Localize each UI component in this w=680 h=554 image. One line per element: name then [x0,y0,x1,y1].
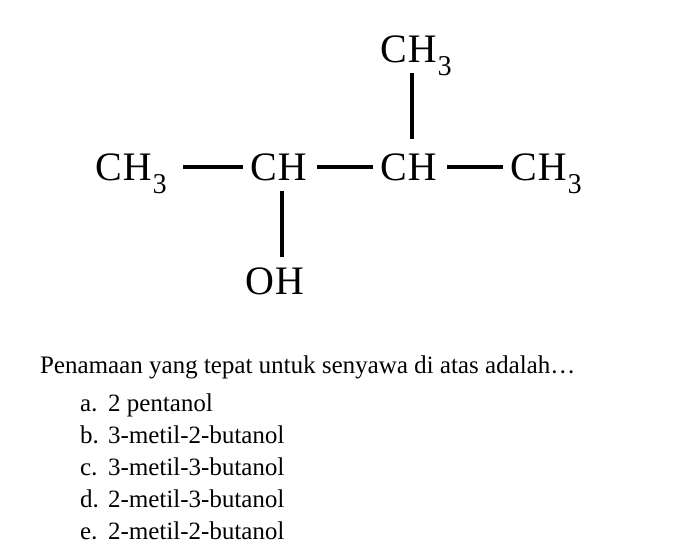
bond-v2 [280,191,284,257]
atom-label: OH [245,258,305,303]
atom-sub: 3 [438,51,453,82]
atom-label: CH [380,144,438,189]
option-text: 2-metil-3-butanol [108,486,284,513]
atom-label: CH [250,144,308,189]
option-d: d.2-metil-3-butanol [80,486,284,514]
option-e: e.2-metil-2-butanol [80,518,284,546]
chemical-structure: CH3 CH3 CH CH CH3 OH [95,25,585,315]
atom-ch3-left: CH3 [95,143,168,197]
option-text: 2-metil-2-butanol [108,518,284,545]
option-letter: a. [80,390,108,418]
option-text: 3-metil-3-butanol [108,454,284,481]
bond-h2 [317,165,373,169]
atom-ch3-top: CH3 [380,25,453,79]
option-c: c.3-metil-3-butanol [80,454,284,482]
atom-label: CH [510,144,568,189]
atom-sub: 3 [153,169,168,200]
option-letter: c. [80,454,108,482]
option-text: 2 pentanol [108,390,213,417]
option-b: b.3-metil-2-butanol [80,422,284,450]
question-text: Penamaan yang tepat untuk senyawa di ata… [40,352,575,380]
atom-oh: OH [245,257,305,304]
bond-h3 [447,165,503,169]
option-a: a.2 pentanol [80,390,284,418]
options-list: a.2 pentanol b.3-metil-2-butanol c.3-met… [80,390,284,550]
atom-ch3-right: CH3 [510,143,583,197]
atom-label: CH [95,144,153,189]
option-letter: e. [80,518,108,546]
bond-h1 [183,165,243,169]
atom-sub: 3 [568,169,583,200]
option-letter: d. [80,486,108,514]
bond-v1 [410,73,414,139]
atom-label: CH [380,26,438,71]
option-letter: b. [80,422,108,450]
atom-ch-left: CH [250,143,308,190]
atom-ch-right: CH [380,143,438,190]
option-text: 3-metil-2-butanol [108,422,284,449]
